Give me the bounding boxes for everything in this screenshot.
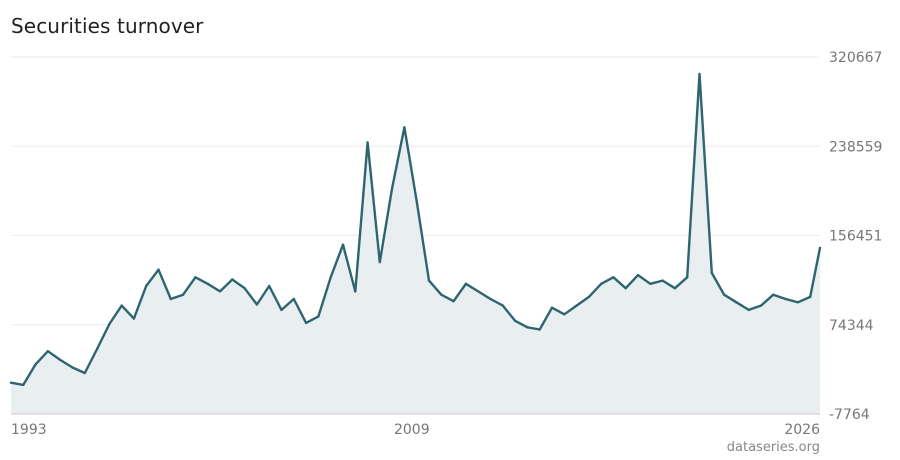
y-axis-ticks: 320667 238559 156451 74344 -7764 xyxy=(829,50,882,423)
data-point xyxy=(796,301,800,304)
data-point xyxy=(120,304,123,307)
x-axis-ticks: 1993 2009 2026 xyxy=(11,422,820,438)
data-point xyxy=(513,319,517,322)
x-tick-label: 1993 xyxy=(11,422,47,438)
data-point xyxy=(575,304,578,307)
data-point xyxy=(341,243,345,246)
data-point xyxy=(108,322,111,326)
data-point xyxy=(9,381,13,384)
data-point xyxy=(427,279,431,282)
data-point xyxy=(206,282,209,285)
data-point xyxy=(268,284,271,288)
series-area xyxy=(11,74,820,414)
data-point xyxy=(415,200,418,203)
y-tick-label: 74344 xyxy=(829,318,874,334)
data-point xyxy=(390,187,394,190)
data-point xyxy=(255,303,259,306)
data-point xyxy=(772,293,775,296)
data-point xyxy=(818,246,822,250)
data-point xyxy=(550,306,554,309)
data-point xyxy=(452,300,455,303)
data-point xyxy=(538,328,541,331)
data-point xyxy=(366,141,369,144)
data-point xyxy=(181,293,185,296)
data-point xyxy=(464,282,468,285)
data-point xyxy=(194,276,197,279)
data-point xyxy=(649,282,652,285)
data-point xyxy=(612,276,615,279)
data-point xyxy=(218,290,222,293)
data-point xyxy=(95,347,99,351)
data-point xyxy=(22,383,25,387)
data-point xyxy=(157,268,160,271)
y-tick-label: -7764 xyxy=(829,407,870,423)
data-point xyxy=(317,315,320,318)
data-point xyxy=(378,260,381,264)
data-point xyxy=(501,304,504,307)
data-point xyxy=(722,293,726,296)
data-point xyxy=(132,317,136,320)
data-point xyxy=(243,287,246,290)
data-point xyxy=(403,126,406,129)
data-point xyxy=(477,290,480,293)
data-point xyxy=(735,301,738,304)
data-point xyxy=(686,276,689,279)
data-point xyxy=(59,358,62,362)
x-tick-label: 2009 xyxy=(394,422,430,438)
data-point xyxy=(354,290,357,293)
data-point xyxy=(145,284,148,288)
data-point xyxy=(46,350,50,353)
chart-title: Securities turnover xyxy=(11,14,204,38)
data-point xyxy=(809,295,812,299)
data-point xyxy=(784,297,787,301)
data-point xyxy=(292,297,295,301)
data-point xyxy=(304,321,308,325)
data-point xyxy=(636,273,640,277)
data-point xyxy=(747,308,750,312)
data-point xyxy=(440,293,443,296)
data-point xyxy=(563,313,566,316)
data-point xyxy=(526,326,529,329)
data-point xyxy=(83,371,87,375)
data-point xyxy=(710,271,713,275)
data-point xyxy=(169,297,172,301)
y-tick-label: 156451 xyxy=(829,229,882,245)
data-point xyxy=(489,297,492,301)
data-point xyxy=(231,278,234,281)
data-point xyxy=(600,282,603,285)
series-points xyxy=(9,72,822,387)
data-point xyxy=(329,276,332,279)
y-tick-label: 238559 xyxy=(829,139,882,155)
data-point xyxy=(759,304,763,307)
data-point xyxy=(71,366,74,369)
data-point xyxy=(624,287,627,290)
data-point xyxy=(698,72,701,76)
data-point xyxy=(587,295,591,299)
x-tick-label: 2026 xyxy=(784,422,820,438)
data-point xyxy=(673,287,677,290)
data-point xyxy=(34,363,37,366)
data-point xyxy=(280,308,283,312)
credit-label: dataseries.org xyxy=(726,440,820,455)
data-point xyxy=(661,279,664,282)
y-tick-label: 320667 xyxy=(829,50,882,66)
